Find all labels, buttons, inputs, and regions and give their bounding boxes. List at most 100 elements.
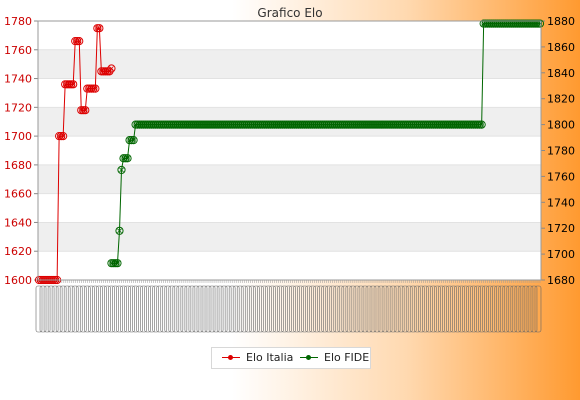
x-axis-tick-label — [285, 285, 292, 333]
x-axis-tick-label — [83, 285, 91, 333]
elo-italia-point-ring — [107, 64, 116, 73]
x-axis-tick-label — [494, 285, 502, 333]
right-axis-tick-label: 1700 — [547, 248, 575, 261]
x-axis-tick-label — [341, 285, 349, 333]
left-axis-tick-label: 1660 — [4, 188, 32, 201]
x-axis-tick-label — [240, 285, 248, 333]
x-axis-tick-label — [442, 285, 449, 333]
x-axis-tick-label — [160, 285, 168, 333]
elo-fide-point-ring — [533, 19, 543, 28]
x-axis-tick-label — [482, 285, 489, 333]
x-axis-tick-label — [526, 285, 534, 333]
x-axis-tick-label — [297, 285, 304, 333]
grid-band — [38, 164, 541, 194]
elo-fide-point-ring — [535, 19, 545, 28]
left-axis-tick-label: 1640 — [4, 216, 32, 229]
elo-fide-point — [123, 154, 132, 163]
x-axis-tick-label — [232, 285, 240, 333]
x-axis-tick-label — [67, 285, 75, 333]
x-axis-tick-label — [301, 285, 308, 333]
x-axis-tick-label — [96, 285, 103, 333]
elo-fide-point-ring — [127, 136, 136, 145]
elo-italia-point — [107, 64, 116, 73]
elo-italia-point — [59, 132, 68, 141]
x-axis-tick-label — [144, 285, 151, 333]
x-axis-tick-label — [208, 285, 216, 333]
x-axis-tick-label — [164, 285, 172, 333]
x-axis-tick-label — [478, 285, 485, 333]
x-axis-tick-label — [100, 285, 107, 333]
x-axis-tick-label — [156, 285, 164, 333]
left-axis-tick-label: 1780 — [4, 15, 32, 28]
x-axis-tick-label — [277, 285, 284, 333]
x-axis-tick-label — [184, 285, 192, 333]
x-axis-tick-label — [236, 285, 244, 333]
x-axis-tick-label — [224, 285, 232, 333]
elo-italia-point-cross — [93, 86, 98, 91]
x-axis-tick-label — [389, 285, 397, 333]
elo-italia-point — [75, 37, 84, 46]
elo-italia-point-cross — [76, 38, 82, 44]
left-axis-tick-label: 1600 — [4, 274, 32, 287]
x-axis-tick-label — [498, 285, 506, 333]
grid-band — [38, 49, 541, 79]
right-axis-tick-label: 1720 — [547, 222, 575, 235]
x-axis-tick-label — [385, 285, 393, 333]
right-axis-tick-label: 1880 — [547, 15, 575, 28]
grid-band — [38, 222, 541, 252]
x-axis-tick-label — [349, 285, 357, 333]
x-axis-tick-label — [108, 285, 115, 333]
x-axis-tick-label — [92, 285, 99, 333]
x-axis-tick-label — [112, 285, 119, 333]
x-axis-tick-label — [305, 285, 312, 333]
chart-legend: Elo Italia Elo FIDE — [211, 347, 371, 369]
x-axis-tick-label — [281, 285, 288, 333]
elo-fide-point-ring — [113, 259, 122, 268]
chart-title: Grafico Elo — [257, 6, 322, 20]
x-axis-tick-label — [321, 285, 329, 333]
x-axis-tick-label — [369, 285, 377, 333]
elo-fide-point-cross — [125, 155, 130, 161]
elo-italia-point-ring — [95, 24, 104, 33]
elo-italia-point-ring — [59, 132, 68, 141]
elo-italia-point — [95, 24, 104, 33]
x-axis-tick-label — [361, 285, 369, 333]
elo-fide-point-ring — [111, 259, 120, 268]
x-axis-tick-label — [180, 285, 188, 333]
x-axis-tick-label — [75, 285, 83, 333]
x-axis-tick-label — [172, 285, 180, 333]
elo-italia-point-ring — [81, 106, 90, 115]
x-axis-tick-label — [63, 285, 71, 333]
x-axis-tick-label — [502, 285, 510, 333]
x-axis-tick-label — [289, 285, 296, 333]
x-axis-tick-label — [55, 285, 63, 333]
x-axis-tick-label — [140, 285, 147, 333]
x-axis-tick-label — [39, 285, 47, 333]
x-axis-tick-label — [357, 285, 365, 333]
x-axis-tick-label — [220, 285, 228, 333]
legend-item-elo-fide: Elo FIDE — [300, 351, 369, 365]
x-axis-tick-label — [514, 285, 522, 333]
left-axis-tick-label: 1700 — [4, 130, 32, 143]
elo-italia-point-ring — [69, 80, 78, 89]
x-axis-tick-label — [152, 285, 160, 333]
x-axis-tick-label — [192, 285, 200, 333]
x-axis-tick-label — [43, 285, 51, 333]
elo-italia-point — [69, 80, 78, 89]
right-axis-tick-label: 1680 — [547, 274, 575, 287]
x-axis-tick-label — [104, 285, 111, 333]
x-axis-tick-label — [454, 285, 461, 333]
right-axis-tick-label: 1760 — [547, 170, 575, 183]
x-axis-tick-label — [337, 285, 345, 333]
x-axis-tick-label — [462, 285, 469, 333]
right-axis-tick-label: 1800 — [547, 119, 575, 132]
elo-fide-point-cross — [479, 122, 484, 127]
elo-fide-line — [111, 23, 540, 264]
elo-italia-point-ring — [73, 37, 82, 46]
x-axis-tick-label — [261, 285, 268, 333]
elo-fide-point-ring — [477, 120, 486, 129]
x-axis-tick-label — [216, 285, 224, 333]
x-axis-tick-label — [79, 285, 87, 333]
x-axis-tick-label — [405, 285, 413, 333]
x-axis-tick-label — [401, 285, 409, 333]
